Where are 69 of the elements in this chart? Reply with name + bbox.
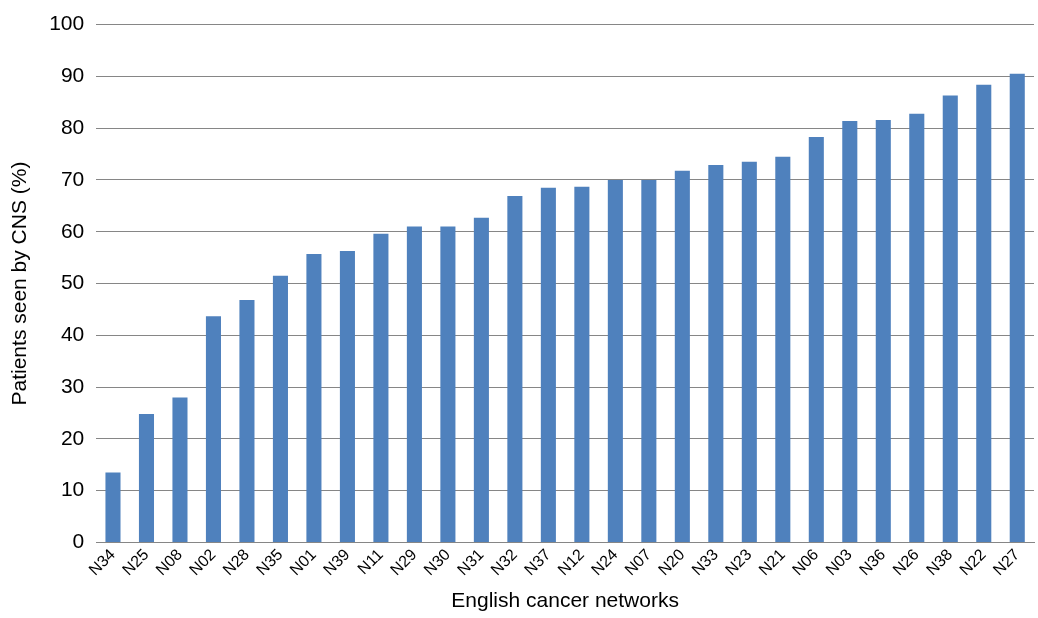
x-tick-label: N33	[688, 545, 722, 579]
bar	[172, 397, 188, 542]
bar	[1009, 73, 1025, 542]
x-tick-label: N26	[889, 545, 923, 579]
bar	[909, 113, 925, 542]
x-tick-label: N12	[554, 545, 588, 579]
x-tick-label: N30	[420, 545, 454, 579]
x-tick-label: N28	[219, 545, 253, 579]
bar	[440, 226, 456, 542]
x-tick-label: N36	[855, 545, 889, 579]
x-tick-label: N38	[922, 545, 956, 579]
x-tick-label: N03	[822, 545, 856, 579]
bar	[775, 156, 791, 542]
x-tick-label: N34	[85, 545, 119, 579]
y-tick-label: 50	[60, 270, 85, 294]
x-axis-title: English cancer networks	[451, 588, 679, 612]
bar	[976, 84, 992, 542]
x-tick-label: N02	[185, 545, 219, 579]
bar	[674, 170, 690, 542]
x-tick-label: N29	[386, 545, 420, 579]
y-axis-title: Patients seen by CNS (%)	[7, 161, 31, 406]
bar	[373, 233, 389, 542]
x-tick-label: N01	[286, 545, 320, 579]
x-tick-label: N25	[118, 545, 152, 579]
x-tick-label: N35	[252, 545, 286, 579]
x-tick-label: N22	[956, 545, 990, 579]
bar	[540, 187, 556, 542]
x-tick-label: N24	[587, 545, 621, 579]
bar	[875, 119, 891, 542]
bar	[942, 95, 958, 542]
x-tick-label: N20	[654, 545, 688, 579]
x-tick-label: N11	[354, 545, 387, 578]
bar	[138, 414, 155, 542]
x-tick-label: N08	[152, 545, 186, 579]
y-tick-label: 100	[49, 11, 85, 35]
x-tick-label: N37	[520, 545, 554, 579]
y-tick-label: 20	[60, 425, 85, 449]
y-tick-label: 90	[60, 63, 85, 87]
x-tick-label: N32	[487, 545, 521, 579]
bar	[205, 316, 221, 542]
bar	[272, 275, 288, 542]
x-tick-label: N23	[721, 545, 755, 579]
bar	[708, 164, 724, 542]
bar	[507, 196, 523, 542]
y-tick-label: 30	[60, 373, 85, 397]
y-tick-label: 70	[60, 166, 85, 190]
bar	[641, 179, 657, 542]
x-tick-label: N39	[319, 545, 353, 579]
bar	[339, 250, 355, 542]
bar	[808, 136, 824, 542]
y-tick-label: 80	[60, 114, 85, 138]
x-tick-label: N21	[755, 545, 789, 579]
bar	[406, 226, 422, 542]
bar	[473, 217, 489, 542]
y-tick-label: 60	[60, 218, 85, 242]
bar	[306, 254, 322, 542]
x-tick-label: N07	[621, 545, 655, 579]
x-tick-label: N27	[989, 545, 1023, 579]
y-tick-label: 0	[72, 529, 85, 553]
bar	[239, 300, 255, 542]
bar	[741, 161, 757, 542]
y-tick-label: 10	[60, 477, 85, 501]
y-tick-label: 40	[60, 322, 85, 346]
bar	[574, 186, 590, 542]
bar	[607, 179, 623, 542]
x-tick-label: N31	[453, 545, 487, 579]
bar	[105, 472, 121, 542]
bar	[842, 120, 858, 542]
x-tick-label: N06	[788, 545, 822, 579]
